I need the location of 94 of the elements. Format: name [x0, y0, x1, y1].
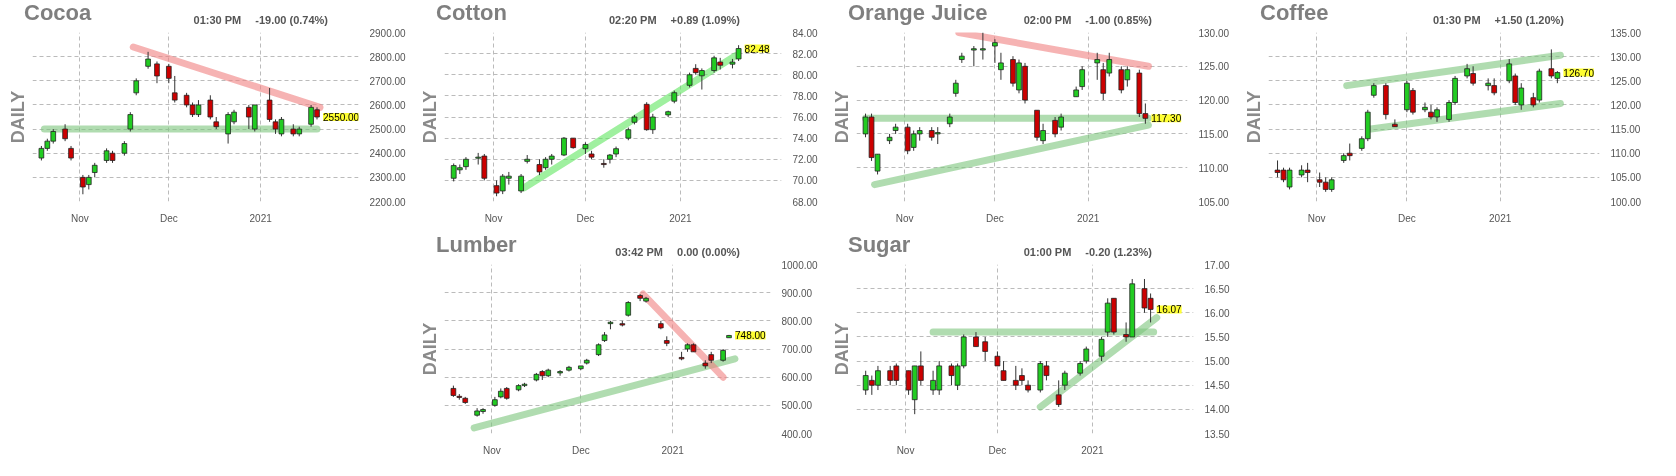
x-tick-label: Nov	[1307, 212, 1326, 224]
text: 01:30 PM	[1432, 14, 1481, 26]
y-tick-label: 2500.00	[369, 124, 407, 136]
annotation: 117.30	[1151, 113, 1182, 125]
y-tick-label: 120.00	[1198, 95, 1230, 107]
y-tick-label: 110.00	[1198, 162, 1229, 174]
x-tick-label: Nov	[483, 444, 501, 456]
y-tick-label: 100.00	[1610, 196, 1642, 208]
annotation: 2550.00	[323, 112, 360, 123]
y-tick-label: 80.00	[792, 69, 818, 81]
text: 02:20 PM	[608, 14, 657, 26]
text: 01:00 PM	[1023, 246, 1072, 258]
y-tick-label: 115.00	[1198, 128, 1229, 140]
y-tick-label: 400.00	[781, 428, 813, 440]
x-tick-label: Dec	[571, 444, 590, 456]
chart-title: Sugar	[848, 232, 911, 258]
text: -0.20 (1.23%)	[1085, 246, 1152, 258]
y-tick-label: 14.50	[1204, 380, 1230, 392]
y-tick-label: 900.00	[781, 287, 813, 299]
y-tick-label: 2900.00	[369, 27, 407, 39]
y-tick-label: 125.00	[1198, 61, 1230, 73]
y-tick-label: 70.00	[792, 175, 818, 187]
y-tick-label: 78.00	[792, 90, 818, 102]
y-tick-label: 130.00	[1610, 51, 1642, 63]
y-tick-label: 2300.00	[369, 172, 407, 184]
y-axis-title: DAILY	[831, 90, 852, 144]
annotation: 16.07	[1156, 304, 1183, 316]
x-tick-label: Dec	[986, 212, 1004, 224]
x-tick-label: 2021	[1081, 444, 1104, 456]
text: -1.00 (0.85%)	[1085, 14, 1152, 26]
annotation: 126.70	[1563, 67, 1595, 79]
text: 0.00 (0.00%)	[677, 246, 740, 258]
y-tick-label: 125.00	[1610, 75, 1642, 87]
x-tick-label: 2021	[661, 444, 685, 456]
x-tick-label: Nov	[484, 212, 503, 224]
x-tick-label: Dec	[576, 212, 595, 224]
y-tick-label: 82.00	[792, 48, 818, 60]
y-tick-label: 16.00	[1204, 307, 1230, 319]
x-tick-label: 2021	[1489, 212, 1512, 224]
y-tick-label: 16.50	[1204, 283, 1230, 295]
text: 02:00 PM	[1023, 14, 1072, 26]
annotation: 748.00	[735, 330, 767, 342]
y-tick-label: 1000.00	[781, 259, 819, 271]
x-tick-label: 2021	[669, 212, 692, 224]
y-tick-label: 130.00	[1198, 27, 1230, 39]
text: +0.89 (1.09%)	[670, 14, 740, 26]
x-tick-label: Dec	[988, 444, 1007, 456]
y-tick-label: 600.00	[781, 372, 813, 384]
x-tick-label: 2021	[249, 212, 273, 224]
y-tick-label: 2200.00	[369, 196, 407, 208]
y-axis-title: DAILY	[831, 322, 852, 376]
y-tick-label: 76.00	[792, 112, 818, 123]
y-tick-label: 17.00	[1204, 259, 1230, 271]
y-tick-label: 105.00	[1198, 196, 1230, 208]
y-tick-label: 15.50	[1204, 331, 1230, 343]
y-tick-label: 105.00	[1610, 172, 1642, 184]
y-tick-label: 500.00	[781, 400, 813, 412]
y-tick-label: 2600.00	[369, 99, 407, 111]
y-tick-label: 15.00	[1204, 356, 1230, 368]
chart-title: Coffee	[1260, 0, 1329, 26]
x-tick-label: 2021	[1077, 212, 1100, 224]
y-tick-label: 2800.00	[369, 51, 407, 63]
y-tick-label: 68.00	[792, 196, 818, 208]
text: 03:42 PM	[615, 246, 664, 258]
y-tick-label: 74.00	[792, 133, 818, 145]
annotation: 82.48	[744, 43, 771, 55]
y-tick-label: 115.00	[1610, 124, 1641, 136]
chart-title: Orange Juice	[848, 0, 988, 26]
chart-title: Cocoa	[24, 0, 92, 26]
x-tick-label: Nov	[71, 212, 89, 224]
y-tick-label: 135.00	[1610, 27, 1642, 39]
y-tick-label: 120.00	[1610, 99, 1642, 111]
text: -19.00 (0.74%)	[255, 14, 328, 26]
y-tick-label: 14.00	[1204, 404, 1230, 416]
y-axis-title: DAILY	[419, 322, 440, 376]
x-tick-label: Nov	[896, 444, 915, 456]
y-axis-title: DAILY	[419, 90, 440, 144]
y-axis-title: DAILY	[1243, 90, 1264, 144]
text: 01:30 PM	[193, 14, 242, 26]
y-tick-label: 2700.00	[369, 75, 407, 87]
x-tick-label: Nov	[895, 212, 914, 224]
y-tick-label: 110.00	[1610, 148, 1641, 160]
text: +1.50 (1.20%)	[1494, 14, 1564, 26]
chart-title: Cotton	[436, 0, 507, 26]
x-tick-label: Dec	[1398, 212, 1416, 224]
y-tick-label: 2400.00	[369, 148, 407, 160]
y-tick-label: 84.00	[792, 27, 818, 39]
y-tick-label: 700.00	[781, 344, 813, 355]
y-axis-title: DAILY	[7, 90, 28, 144]
y-tick-label: 13.50	[1204, 428, 1230, 440]
chart-title: Lumber	[436, 232, 517, 258]
y-tick-label: 800.00	[781, 315, 813, 327]
x-tick-label: Dec	[159, 212, 178, 224]
y-tick-label: 72.00	[792, 154, 818, 166]
